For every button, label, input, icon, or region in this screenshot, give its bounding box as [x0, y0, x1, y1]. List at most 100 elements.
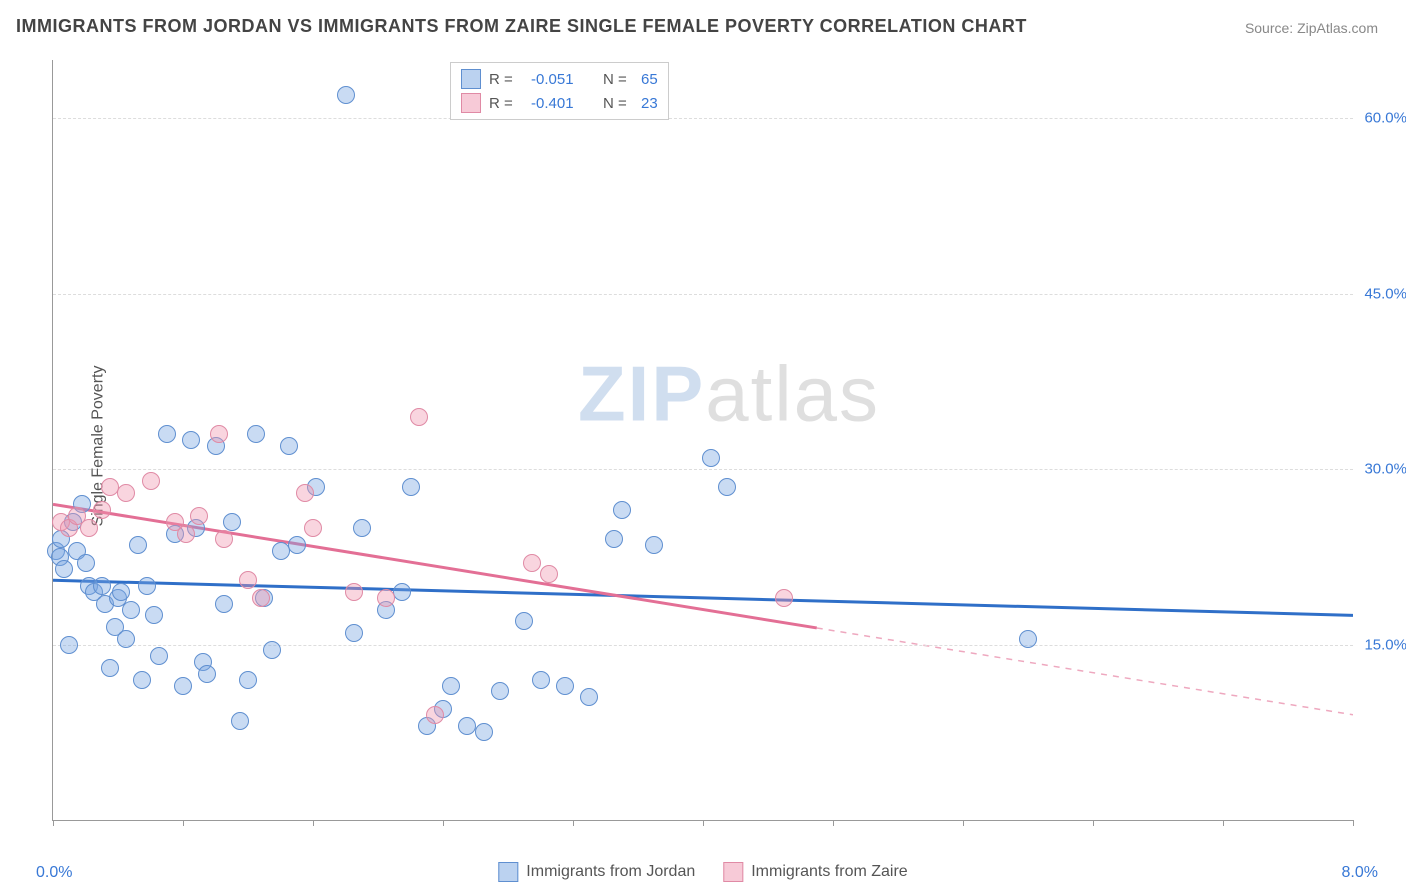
scatter-point: [182, 431, 200, 449]
gridline: [53, 469, 1353, 470]
scatter-point: [580, 688, 598, 706]
legend-item: Immigrants from Zaire: [723, 862, 907, 882]
scatter-point: [142, 472, 160, 490]
legend-row: R = -0.401 N = 23: [461, 91, 658, 115]
legend-n-value: 23: [641, 95, 658, 112]
x-tick: [833, 820, 834, 826]
scatter-point: [55, 560, 73, 578]
scatter-point: [410, 408, 428, 426]
scatter-point: [393, 583, 411, 601]
x-tick: [573, 820, 574, 826]
x-tick: [703, 820, 704, 826]
scatter-point: [93, 501, 111, 519]
scatter-point: [93, 577, 111, 595]
scatter-point: [442, 677, 460, 695]
x-tick: [1093, 820, 1094, 826]
scatter-point: [215, 595, 233, 613]
scatter-point: [304, 519, 322, 537]
legend-n-label: N =: [603, 95, 633, 112]
trend-line-extrapolated: [817, 628, 1353, 715]
scatter-point: [353, 519, 371, 537]
legend-r-label: R =: [489, 71, 523, 88]
scatter-point: [210, 425, 228, 443]
scatter-point: [645, 536, 663, 554]
legend-swatch: [461, 93, 481, 113]
scatter-point: [60, 636, 78, 654]
scatter-point: [296, 484, 314, 502]
x-axis-max-label: 8.0%: [1342, 864, 1378, 882]
correlation-legend: R =-0.051N =65R =-0.401N =23: [450, 62, 669, 120]
scatter-point: [345, 624, 363, 642]
y-tick-label: 45.0%: [1364, 285, 1406, 302]
scatter-point: [158, 425, 176, 443]
scatter-point: [145, 606, 163, 624]
scatter-point: [532, 671, 550, 689]
watermark-atlas: atlas: [705, 350, 880, 438]
scatter-point: [231, 712, 249, 730]
legend-item-label: Immigrants from Zaire: [751, 863, 907, 881]
x-tick: [313, 820, 314, 826]
scatter-point: [223, 513, 241, 531]
scatter-point: [133, 671, 151, 689]
legend-swatch: [461, 69, 481, 89]
legend-item-label: Immigrants from Jordan: [526, 863, 695, 881]
scatter-point: [288, 536, 306, 554]
scatter-point: [1019, 630, 1037, 648]
scatter-point: [239, 671, 257, 689]
chart-title: IMMIGRANTS FROM JORDAN VS IMMIGRANTS FRO…: [16, 16, 1027, 37]
x-tick: [1223, 820, 1224, 826]
scatter-point: [515, 612, 533, 630]
gridline: [53, 294, 1353, 295]
legend-row: R =-0.051N =65: [461, 67, 658, 91]
scatter-point: [80, 519, 98, 537]
gridline: [53, 645, 1353, 646]
legend-swatch: [723, 862, 743, 882]
scatter-point: [177, 525, 195, 543]
scatter-point: [129, 536, 147, 554]
scatter-point: [605, 530, 623, 548]
legend-item: Immigrants from Jordan: [498, 862, 695, 882]
scatter-point: [190, 507, 208, 525]
gridline: [53, 118, 1353, 119]
scatter-point: [377, 589, 395, 607]
scatter-point: [491, 682, 509, 700]
scatter-point: [475, 723, 493, 741]
scatter-point: [252, 589, 270, 607]
scatter-point: [138, 577, 156, 595]
scatter-point: [345, 583, 363, 601]
y-tick-label: 15.0%: [1364, 636, 1406, 653]
x-tick: [1353, 820, 1354, 826]
scatter-point: [174, 677, 192, 695]
scatter-point: [426, 706, 444, 724]
scatter-point: [198, 665, 216, 683]
legend-r-value: -0.401: [531, 95, 595, 112]
scatter-point: [523, 554, 541, 572]
scatter-point: [613, 501, 631, 519]
legend-r-label: R =: [489, 95, 523, 112]
scatter-point: [117, 630, 135, 648]
scatter-point: [280, 437, 298, 455]
scatter-point: [556, 677, 574, 695]
scatter-point: [215, 530, 233, 548]
scatter-point: [77, 554, 95, 572]
scatter-point: [122, 601, 140, 619]
legend-n-value: 65: [641, 71, 658, 88]
scatter-point: [117, 484, 135, 502]
x-tick: [183, 820, 184, 826]
scatter-point: [337, 86, 355, 104]
scatter-point: [239, 571, 257, 589]
watermark: ZIPatlas: [578, 349, 880, 440]
legend-swatch: [498, 862, 518, 882]
scatter-point: [150, 647, 168, 665]
x-tick: [53, 820, 54, 826]
scatter-point: [718, 478, 736, 496]
x-tick: [963, 820, 964, 826]
x-axis-min-label: 0.0%: [36, 864, 72, 882]
scatter-point: [263, 641, 281, 659]
y-tick-label: 60.0%: [1364, 110, 1406, 127]
legend-n-label: N =: [603, 71, 633, 88]
x-tick: [443, 820, 444, 826]
watermark-zip: ZIP: [578, 350, 705, 438]
y-tick-label: 30.0%: [1364, 461, 1406, 478]
source-label: Source: ZipAtlas.com: [1245, 20, 1378, 36]
